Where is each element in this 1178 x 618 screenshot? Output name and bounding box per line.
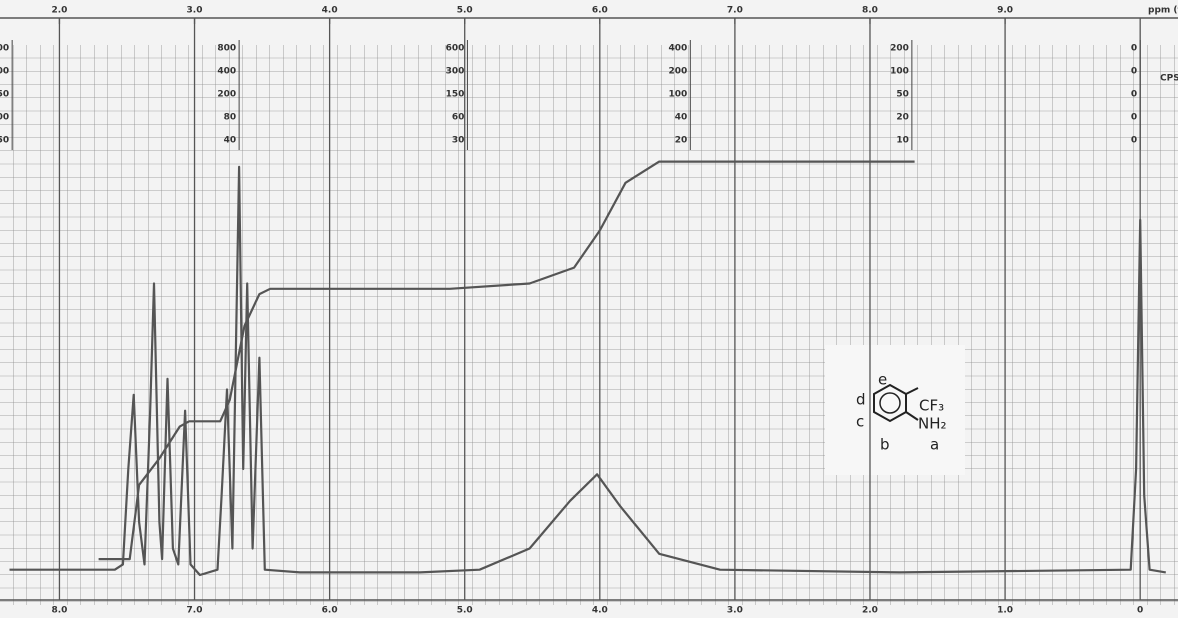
position-label: a xyxy=(930,436,939,454)
scale-label: 400 xyxy=(669,44,688,54)
bond xyxy=(905,411,919,421)
x2-tick-label: 3.0 xyxy=(187,6,203,16)
scale-label: 0 xyxy=(1131,113,1137,123)
scale-label: 200 xyxy=(669,67,688,77)
scale-label: 500 xyxy=(0,67,9,77)
substituent: NH₂ xyxy=(918,415,947,433)
x2-tick-label: 4.0 xyxy=(322,6,338,16)
aromatic-circle xyxy=(879,392,901,414)
x2-tick-label: 6.0 xyxy=(592,6,608,16)
trace xyxy=(9,165,1166,577)
scale-label: 20 xyxy=(896,113,909,123)
structure: CF₃ NH₂ a b c d e xyxy=(825,345,965,475)
substituent: CF₃ xyxy=(919,397,944,415)
x-tick-label: 5.0 xyxy=(457,606,473,616)
scale-label: 100 xyxy=(890,67,909,77)
scale-label: 10 xyxy=(896,136,909,146)
scale-label: 800 xyxy=(217,44,236,54)
scale-label: 600 xyxy=(446,44,465,54)
trace xyxy=(98,160,915,561)
scale-label: 50 xyxy=(0,136,9,146)
scale-label: 200 xyxy=(890,44,909,54)
scale-label: 60 xyxy=(452,113,465,123)
scale-label: 100 xyxy=(669,90,688,100)
scale-label: 300 xyxy=(446,67,465,77)
scale-label: 100 xyxy=(0,113,9,123)
scale-label: 250 xyxy=(0,90,9,100)
position-label: c xyxy=(856,413,864,431)
x-tick-label: 1.0 xyxy=(997,606,1013,616)
scale-label: 40 xyxy=(675,113,688,123)
x-tick-label: 0 xyxy=(1137,606,1143,616)
scale-unit: CPS xyxy=(1160,74,1178,84)
x2-tick-label: 8.0 xyxy=(862,6,878,16)
x2-tick-label: 9.0 xyxy=(997,6,1013,16)
x-tick-label: 2.0 xyxy=(862,606,878,616)
position-label: e xyxy=(878,371,887,389)
scale-label: 30 xyxy=(452,136,465,146)
x2-axis-label: ppm (τ) xyxy=(1148,6,1178,16)
x-tick-label: 7.0 xyxy=(187,606,203,616)
scale-label: 80 xyxy=(224,113,237,123)
x2-tick-label: 5.0 xyxy=(457,6,473,16)
position-label: d xyxy=(856,391,866,409)
scale-label: 0 xyxy=(1131,136,1137,146)
x2-tick-label: 7.0 xyxy=(727,6,743,16)
x-tick-label: 4.0 xyxy=(592,606,608,616)
scale-label: 0 xyxy=(1131,67,1137,77)
structure-box xyxy=(825,345,965,475)
bond xyxy=(905,387,919,395)
scale-label: 400 xyxy=(217,67,236,77)
scale-label: 50 xyxy=(896,90,909,100)
scale-label: 0 xyxy=(1131,90,1137,100)
x2-tick-label: 2.0 xyxy=(51,6,67,16)
scale-label: 20 xyxy=(675,136,688,146)
scale-label: 200 xyxy=(217,90,236,100)
position-label: b xyxy=(880,436,890,454)
x-tick-label: 8.0 xyxy=(51,606,67,616)
scale-label: 150 xyxy=(446,90,465,100)
x-tick-label: 6.0 xyxy=(322,606,338,616)
scale-label: 40 xyxy=(224,136,237,146)
minor-grid xyxy=(0,45,1178,605)
x-tick-label: 3.0 xyxy=(727,606,743,616)
scale-label: 0 xyxy=(1131,44,1137,54)
